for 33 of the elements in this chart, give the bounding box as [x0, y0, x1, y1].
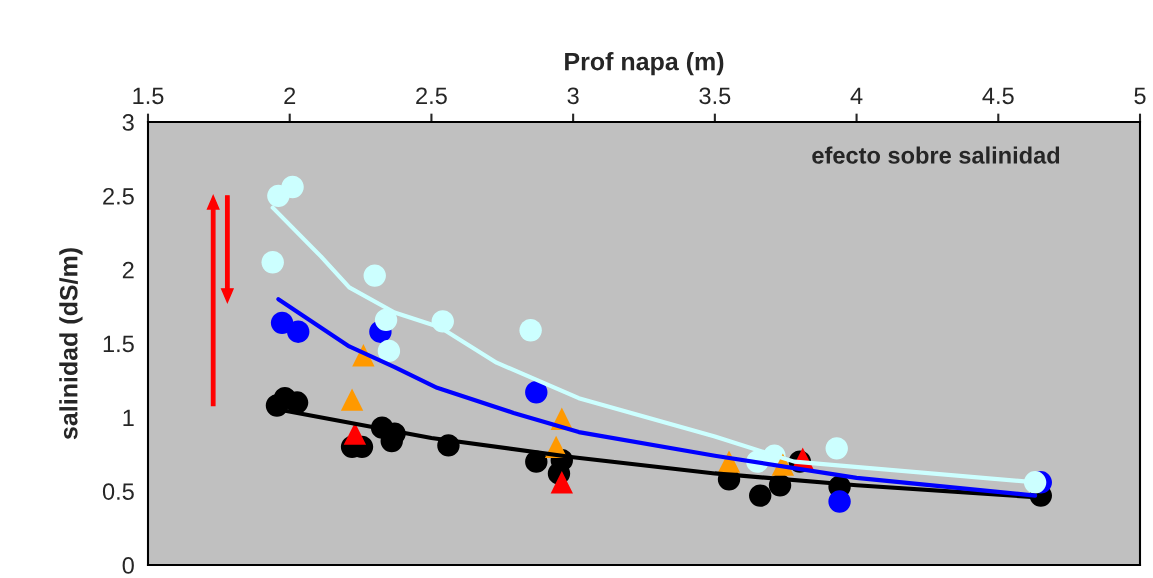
point	[749, 484, 772, 507]
y-tick-label: 1	[123, 409, 134, 426]
x-tick-label: 5	[1134, 87, 1146, 105]
x-tick-label: 1.5	[133, 87, 164, 105]
y-axis-title: salinidad (dS/m)	[59, 248, 83, 440]
point	[270, 311, 294, 335]
y-tick-label: 3	[122, 114, 134, 131]
point	[285, 391, 309, 414]
y-tick-label: 1.5	[103, 335, 134, 353]
point	[550, 471, 573, 494]
point	[377, 339, 401, 363]
x-tick-label: 2	[284, 87, 296, 104]
point	[261, 251, 284, 274]
x-axis-title: Prof napa (m)	[565, 52, 724, 76]
point	[340, 388, 364, 411]
x-tick-label: 4.5	[982, 87, 1014, 105]
point	[828, 490, 851, 513]
point	[281, 175, 304, 199]
x-tick-label: 4	[850, 87, 863, 104]
x-tick-label: 3	[567, 87, 579, 105]
point	[525, 381, 548, 404]
point	[363, 264, 386, 287]
point	[287, 320, 310, 343]
point	[519, 319, 542, 342]
y-tick-label: 0.5	[102, 483, 134, 500]
y-tick-label: 0	[122, 557, 134, 574]
y-tick-label: 2	[122, 261, 134, 279]
y-tick-label: 2.5	[103, 187, 134, 205]
point	[374, 308, 398, 332]
annotation: efecto sobre salinidad	[812, 146, 1060, 164]
x-tick-label: 3.5	[699, 87, 731, 105]
x-tick-label: 2.5	[416, 87, 447, 105]
point	[825, 437, 848, 460]
